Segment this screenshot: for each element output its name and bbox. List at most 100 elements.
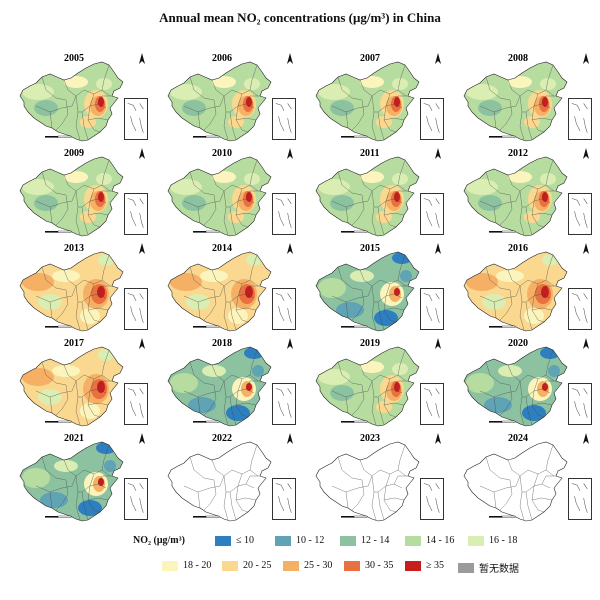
- south-china-sea-inset: [124, 478, 148, 520]
- scale-bar: [341, 325, 368, 328]
- map-panel-2005: 2005: [6, 53, 154, 148]
- north-arrow-icon: [435, 53, 441, 64]
- scale-bar: [193, 325, 220, 328]
- china-map: [463, 251, 568, 332]
- north-arrow-icon: [139, 243, 145, 254]
- north-arrow-icon: [583, 148, 589, 159]
- year-label: 2008: [508, 53, 528, 64]
- scale-bar: [489, 230, 516, 233]
- china-map: [315, 441, 420, 522]
- south-china-sea-inset: [272, 383, 296, 425]
- south-china-sea-inset: [272, 288, 296, 330]
- year-label: 2011: [360, 148, 380, 159]
- map-panel-2022: 2022: [154, 433, 302, 528]
- south-china-sea-inset: [568, 288, 592, 330]
- year-label: 2016: [508, 243, 528, 254]
- map-panel-2012: 2012: [450, 148, 598, 243]
- china-map: [463, 61, 568, 142]
- china-map: [463, 441, 568, 522]
- china-map: [315, 156, 420, 237]
- year-label: 2019: [360, 338, 380, 349]
- china-map: [315, 251, 420, 332]
- year-label: 2015: [360, 243, 380, 254]
- north-arrow-icon: [287, 243, 293, 254]
- south-china-sea-inset: [124, 383, 148, 425]
- north-arrow-icon: [139, 433, 145, 444]
- figure-title: Annual mean NO₂ concentrations (μg/m³) i…: [159, 10, 441, 25]
- north-arrow-icon: [435, 433, 441, 444]
- south-china-sea-inset: [124, 98, 148, 140]
- scale-bar: [341, 230, 368, 233]
- north-arrow-icon: [287, 53, 293, 64]
- scale-bar: [193, 230, 220, 233]
- china-map: [167, 156, 272, 237]
- scale-bar: [45, 135, 72, 138]
- year-label: 2021: [64, 433, 84, 444]
- china-map: [315, 346, 420, 427]
- year-label: 2018: [212, 338, 232, 349]
- north-arrow-icon: [139, 148, 145, 159]
- china-map: [19, 156, 124, 237]
- north-arrow-icon: [583, 243, 589, 254]
- china-map: [167, 441, 272, 522]
- map-panel-2017: 2017: [6, 338, 154, 433]
- year-label: 2009: [64, 148, 84, 159]
- map-panel-2015: 2015: [302, 243, 450, 338]
- year-label: 2017: [64, 338, 84, 349]
- china-map: [167, 61, 272, 142]
- north-arrow-icon: [139, 338, 145, 349]
- north-arrow-icon: [139, 53, 145, 64]
- china-map: [19, 61, 124, 142]
- south-china-sea-inset: [420, 98, 444, 140]
- south-china-sea-inset: [124, 288, 148, 330]
- map-panel-2019: 2019: [302, 338, 450, 433]
- china-map: [19, 251, 124, 332]
- south-china-sea-inset: [568, 98, 592, 140]
- scale-bar: [45, 515, 72, 518]
- south-china-sea-inset: [568, 193, 592, 235]
- china-map: [19, 346, 124, 427]
- year-label: 2020: [508, 338, 528, 349]
- china-map: [167, 251, 272, 332]
- scale-bar: [45, 420, 72, 423]
- year-label: 2006: [212, 53, 232, 64]
- scale-bar: [45, 325, 72, 328]
- map-panel-2023: 2023: [302, 433, 450, 528]
- china-map: [463, 346, 568, 427]
- year-label: 2005: [64, 53, 84, 64]
- south-china-sea-inset: [124, 193, 148, 235]
- south-china-sea-inset: [420, 478, 444, 520]
- south-china-sea-inset: [568, 383, 592, 425]
- scale-bar: [341, 515, 368, 518]
- south-china-sea-inset: [420, 193, 444, 235]
- north-arrow-icon: [435, 338, 441, 349]
- north-arrow-icon: [435, 148, 441, 159]
- map-panel-2014: 2014: [154, 243, 302, 338]
- scale-bar: [341, 420, 368, 423]
- map-panel-2008: 2008: [450, 53, 598, 148]
- year-label: 2007: [360, 53, 380, 64]
- china-map: [167, 346, 272, 427]
- map-panel-2021: 2021: [6, 433, 154, 528]
- south-china-sea-inset: [420, 288, 444, 330]
- scale-bar: [193, 135, 220, 138]
- south-china-sea-inset: [420, 383, 444, 425]
- scale-bar: [489, 325, 516, 328]
- south-china-sea-inset: [568, 478, 592, 520]
- year-label: 2012: [508, 148, 528, 159]
- scale-bar: [489, 515, 516, 518]
- north-arrow-icon: [583, 338, 589, 349]
- north-arrow-icon: [435, 243, 441, 254]
- scale-bar: [193, 515, 220, 518]
- north-arrow-icon: [287, 433, 293, 444]
- scale-bar: [341, 135, 368, 138]
- south-china-sea-inset: [272, 193, 296, 235]
- north-arrow-icon: [583, 53, 589, 64]
- year-label: 2023: [360, 433, 380, 444]
- year-label: 2014: [212, 243, 232, 254]
- scale-bar: [45, 230, 72, 233]
- china-map: [19, 441, 124, 522]
- year-label: 2013: [64, 243, 84, 254]
- south-china-sea-inset: [272, 478, 296, 520]
